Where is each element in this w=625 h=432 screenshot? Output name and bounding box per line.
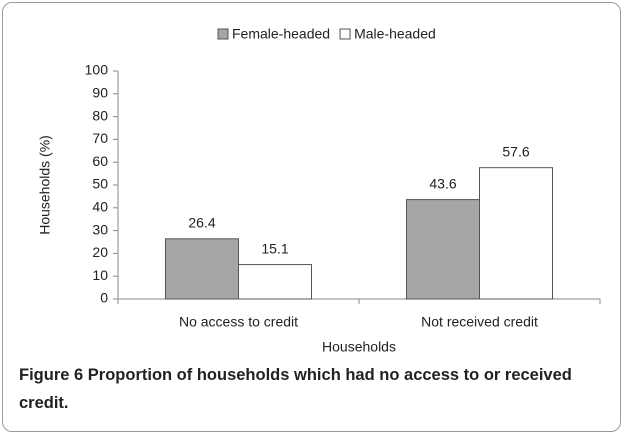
value-label: 15.1 <box>261 240 288 256</box>
x-tick-label: No access to credit <box>179 314 298 330</box>
legend-label: Female-headed <box>232 26 330 42</box>
y-tick-label: 70 <box>92 130 108 146</box>
y-tick-label: 30 <box>92 221 108 237</box>
value-label: 57.6 <box>502 143 529 159</box>
caption: Figure 6 Proportion of households which … <box>19 361 599 417</box>
y-axis-title: Households (%) <box>37 135 53 235</box>
y-tick-label: 50 <box>92 176 108 192</box>
chart: Households (%) Households 0 10 20 30 40 50 60 7… <box>37 26 601 355</box>
y-tick-label: 40 <box>92 199 108 215</box>
legend-label: Male-headed <box>354 26 436 42</box>
bar <box>406 199 480 300</box>
x-axis-title: Households <box>322 339 396 355</box>
y-tick-label: 80 <box>92 107 108 123</box>
y-tick-label: 60 <box>92 153 108 169</box>
legend-swatch <box>217 28 229 40</box>
bar <box>479 167 553 300</box>
y-tick-label: 10 <box>92 267 108 283</box>
legend-swatch <box>339 28 351 40</box>
y-tick-label: 90 <box>92 85 108 101</box>
y-tick-label: 100 <box>85 62 109 78</box>
value-label: 43.6 <box>429 175 456 191</box>
y-tick-label: 0 <box>100 290 108 306</box>
value-label: 26.4 <box>188 215 215 231</box>
bar <box>238 264 312 300</box>
caption-text: Proportion of households which had no ac… <box>19 366 572 412</box>
y-tick-label: 20 <box>92 244 108 260</box>
caption-label: Figure 6 <box>19 366 84 384</box>
x-tick-label: Not received credit <box>421 314 538 330</box>
bar <box>165 238 239 300</box>
